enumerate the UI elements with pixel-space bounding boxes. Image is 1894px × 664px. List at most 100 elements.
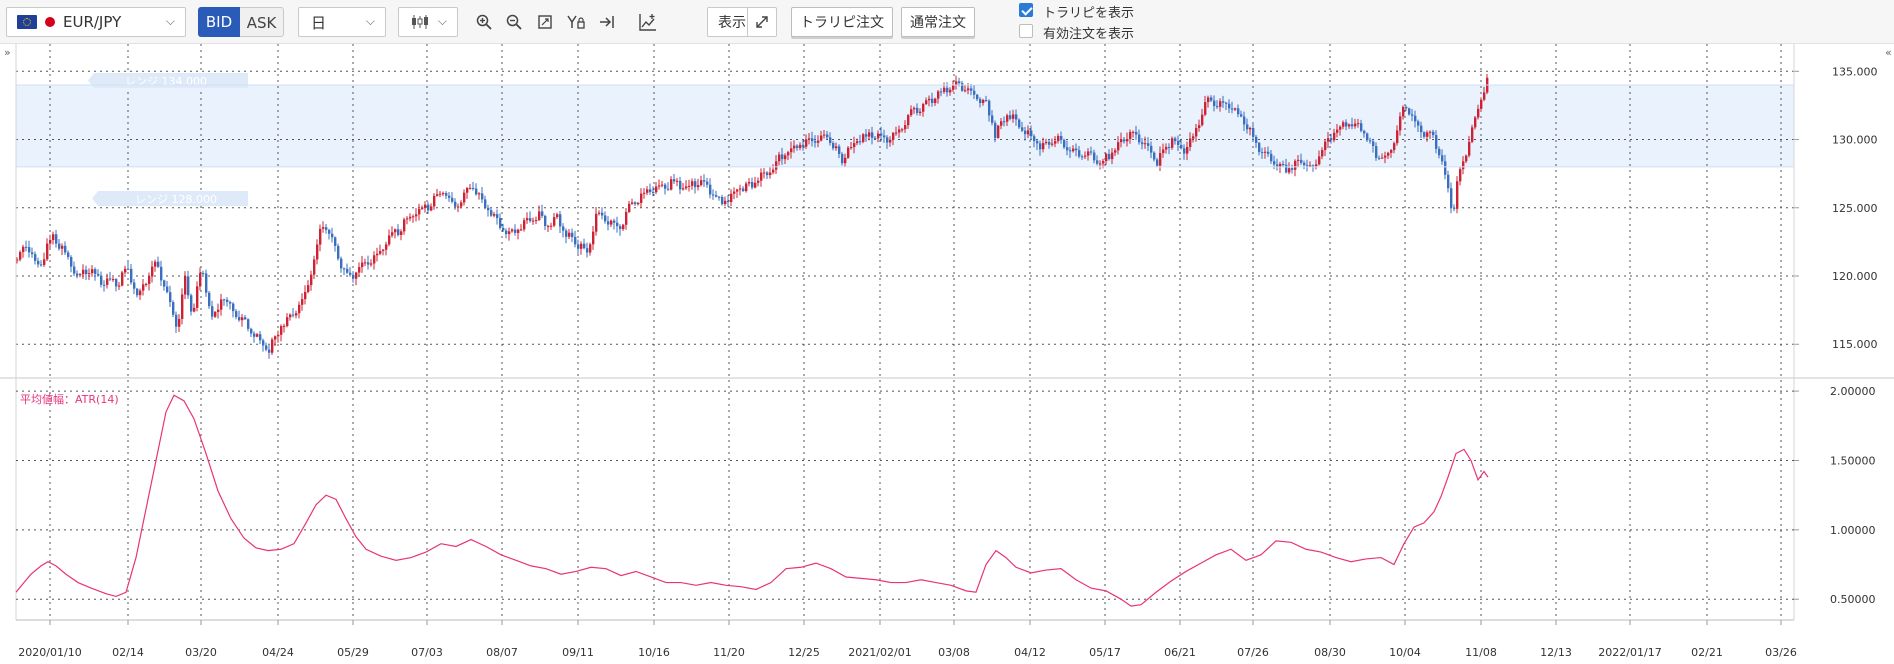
candle-body — [73, 266, 76, 274]
ask-button[interactable]: ASK — [240, 7, 284, 37]
candle-body — [685, 186, 688, 189]
candle-body — [622, 224, 625, 230]
candle-body — [538, 211, 541, 221]
candle-body — [619, 226, 622, 230]
candle-body — [1390, 150, 1393, 153]
candle-body — [478, 193, 481, 195]
candle-body — [976, 94, 979, 100]
candle-body — [292, 314, 295, 316]
x-tick-label: 02/21 — [1691, 646, 1723, 659]
candle-body — [1141, 142, 1144, 145]
candle-body — [274, 336, 277, 340]
candle-body — [1471, 127, 1474, 142]
candle-body — [1330, 138, 1333, 141]
atr-indicator-label[interactable]: 平均値幅：ATR(14) — [20, 393, 119, 406]
currency-pair-select[interactable]: EUR/JPY ⌵ — [6, 7, 186, 37]
candle-body — [472, 187, 475, 189]
candle-body — [316, 244, 319, 260]
candle-body — [589, 244, 592, 253]
candle-body — [1414, 115, 1417, 122]
candle-body — [235, 311, 238, 317]
candle-body — [343, 268, 346, 270]
left-expand-icon[interactable]: » — [4, 46, 11, 59]
candle-body — [1483, 92, 1486, 100]
candle-body — [142, 284, 145, 291]
candle-body — [910, 109, 913, 116]
candle-body — [1186, 147, 1189, 154]
candle-body — [727, 200, 730, 202]
chart-type-select[interactable]: ⌵ — [398, 7, 458, 37]
candle-body — [412, 216, 415, 218]
candle-body — [601, 212, 604, 216]
normal-order-button[interactable]: 通常注文 — [901, 7, 975, 37]
trail-order-button[interactable]: トラリピ注文 — [791, 7, 893, 37]
candle-body — [199, 273, 202, 287]
candle-body — [1153, 152, 1156, 160]
candle-body — [1189, 138, 1192, 148]
candle-body — [1402, 106, 1405, 117]
y-axis-lock-icon[interactable] — [562, 8, 590, 36]
candlestick-series — [16, 74, 1489, 359]
show-orders-checkbox[interactable] — [1019, 24, 1033, 38]
candle-body — [1243, 116, 1246, 125]
x-tick-label: 03/26 — [1765, 646, 1797, 659]
candle-body — [145, 284, 148, 286]
scroll-to-latest-icon[interactable] — [593, 8, 621, 36]
main-y-axis: 115.000 120.000 125.000 130.000 135.000 — [1794, 65, 1878, 351]
candle-body — [856, 141, 859, 144]
candle-body — [979, 99, 982, 103]
candle-body — [730, 193, 733, 202]
candle-body — [721, 197, 724, 205]
candle-body — [1024, 130, 1027, 135]
chart-toolbar: EUR/JPY ⌵ BID ASK 日 ⌵ ⌵ — [0, 0, 1894, 44]
candle-body — [1450, 188, 1453, 208]
candle-body — [418, 208, 421, 215]
x-tick-label: 2022/01/17 — [1598, 646, 1661, 659]
main-horizontal-grid — [16, 70, 1794, 345]
candle-body — [1207, 97, 1210, 103]
atr-y-tick-label: 0.50000 — [1830, 593, 1876, 606]
candle-body — [943, 87, 946, 92]
x-tick-label: 2020/01/10 — [18, 646, 81, 659]
candle-body — [370, 263, 373, 265]
candle-body — [709, 184, 712, 195]
candle-body — [901, 129, 904, 131]
candle-body — [802, 144, 805, 147]
candle-body — [1303, 162, 1306, 166]
candle-body — [571, 232, 574, 238]
candle-body — [94, 269, 97, 274]
candle-body — [634, 202, 637, 205]
candle-body — [151, 266, 154, 277]
candle-body — [1306, 165, 1309, 167]
candle-body — [919, 111, 922, 113]
candle-body — [1240, 114, 1243, 117]
candle-body — [40, 264, 43, 266]
right-collapse-icon[interactable]: « — [1885, 46, 1892, 59]
candle-body — [715, 195, 718, 197]
candle-body — [214, 311, 217, 317]
price-chart[interactable]: レンジ 134.000 レンジ 128.000 115.000 120.000 12… — [0, 44, 1894, 664]
zoom-out-icon[interactable] — [500, 8, 528, 36]
candle-body — [1405, 106, 1408, 109]
candle-body — [337, 245, 340, 259]
add-indicator-icon[interactable] — [634, 8, 662, 36]
candle-body — [1399, 116, 1402, 131]
expand-icon[interactable] — [747, 7, 777, 37]
bid-button[interactable]: BID — [198, 7, 240, 37]
candle-body — [592, 231, 595, 245]
candle-body — [1297, 159, 1300, 161]
eu-flag-icon — [17, 15, 37, 29]
timeframe-select[interactable]: 日 ⌵ — [298, 7, 386, 37]
fit-screen-icon[interactable] — [531, 8, 559, 36]
zoom-in-icon[interactable] — [470, 8, 498, 36]
candle-body — [1345, 122, 1348, 127]
candle-body — [832, 143, 835, 149]
candle-body — [1462, 161, 1465, 170]
candle-body — [55, 234, 58, 244]
candle-body — [631, 202, 634, 204]
candle-body — [676, 180, 679, 182]
show-trail-checkbox[interactable] — [1019, 3, 1033, 17]
candle-body — [862, 134, 865, 142]
candle-body — [556, 214, 559, 218]
candle-body — [397, 229, 400, 235]
